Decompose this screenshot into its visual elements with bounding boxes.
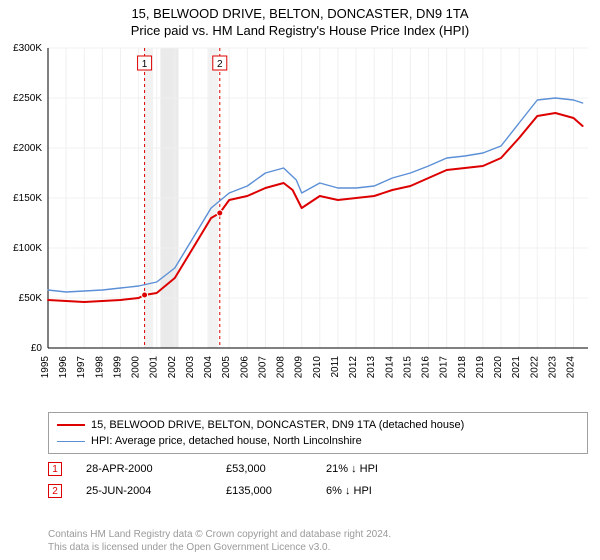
legend-label: HPI: Average price, detached house, Nort…	[91, 435, 362, 447]
legend-item: HPI: Average price, detached house, Nort…	[57, 433, 579, 449]
svg-text:£50K: £50K	[19, 293, 43, 304]
marker-price: £53,000	[226, 463, 326, 475]
marker-table: 1 28-APR-2000 £53,000 21% ↓ HPI 2 25-JUN…	[48, 458, 588, 502]
svg-text:2022: 2022	[529, 356, 540, 379]
footnote-line: Contains HM Land Registry data © Crown c…	[48, 529, 588, 542]
svg-text:2002: 2002	[167, 356, 178, 379]
marker-row: 1 28-APR-2000 £53,000 21% ↓ HPI	[48, 458, 588, 480]
legend-label: 15, BELWOOD DRIVE, BELTON, DONCASTER, DN…	[91, 419, 464, 431]
svg-text:2001: 2001	[149, 356, 160, 379]
svg-text:2011: 2011	[330, 356, 341, 378]
svg-text:2017: 2017	[439, 356, 450, 379]
svg-text:1999: 1999	[112, 356, 123, 379]
svg-text:1997: 1997	[76, 356, 87, 379]
title-line-1: 15, BELWOOD DRIVE, BELTON, DONCASTER, DN…	[0, 6, 600, 21]
svg-text:2010: 2010	[312, 356, 323, 379]
svg-text:2012: 2012	[348, 356, 359, 379]
svg-text:2: 2	[217, 59, 223, 70]
marker-date: 28-APR-2000	[86, 463, 226, 475]
svg-text:2005: 2005	[221, 356, 232, 379]
footnote-line: This data is licensed under the Open Gov…	[48, 542, 588, 555]
svg-text:2009: 2009	[294, 356, 305, 379]
marker-pct: 6% ↓ HPI	[326, 485, 446, 497]
marker-badge: 2	[48, 484, 62, 498]
svg-text:2013: 2013	[366, 356, 377, 379]
svg-text:2006: 2006	[239, 356, 250, 379]
svg-text:2018: 2018	[457, 356, 468, 379]
chart-svg: £0£50K£100K£150K£200K£250K£300K199519961…	[48, 48, 588, 378]
footnote: Contains HM Land Registry data © Crown c…	[48, 529, 588, 554]
line-chart: £0£50K£100K£150K£200K£250K£300K199519961…	[48, 48, 588, 378]
legend: 15, BELWOOD DRIVE, BELTON, DONCASTER, DN…	[48, 412, 588, 454]
marker-row: 2 25-JUN-2004 £135,000 6% ↓ HPI	[48, 480, 588, 502]
svg-text:2008: 2008	[276, 356, 287, 379]
svg-text:2003: 2003	[185, 356, 196, 379]
legend-swatch-red	[57, 424, 85, 426]
svg-text:1996: 1996	[58, 356, 69, 379]
marker-date: 25-JUN-2004	[86, 485, 226, 497]
svg-text:1995: 1995	[40, 356, 51, 379]
svg-text:2004: 2004	[203, 356, 214, 379]
legend-swatch-blue	[57, 441, 85, 442]
svg-text:£150K: £150K	[13, 193, 42, 204]
svg-text:2020: 2020	[493, 356, 504, 379]
svg-text:£100K: £100K	[13, 243, 42, 254]
svg-text:1: 1	[142, 59, 148, 70]
svg-text:2015: 2015	[402, 356, 413, 379]
svg-text:1998: 1998	[94, 356, 105, 379]
svg-text:£250K: £250K	[13, 93, 42, 104]
svg-text:£0: £0	[31, 343, 43, 354]
marker-pct: 21% ↓ HPI	[326, 463, 446, 475]
svg-text:2023: 2023	[547, 356, 558, 379]
svg-text:2000: 2000	[131, 356, 142, 379]
svg-text:2021: 2021	[511, 356, 522, 379]
legend-item: 15, BELWOOD DRIVE, BELTON, DONCASTER, DN…	[57, 417, 579, 433]
svg-text:2024: 2024	[566, 356, 577, 379]
marker-badge: 1	[48, 462, 62, 476]
svg-text:2016: 2016	[421, 356, 432, 379]
svg-text:2019: 2019	[475, 356, 486, 379]
marker-price: £135,000	[226, 485, 326, 497]
svg-text:£200K: £200K	[13, 143, 42, 154]
svg-text:2007: 2007	[257, 356, 268, 379]
svg-text:£300K: £300K	[13, 43, 42, 54]
title-line-2: Price paid vs. HM Land Registry's House …	[0, 23, 600, 38]
chart-title-block: 15, BELWOOD DRIVE, BELTON, DONCASTER, DN…	[0, 0, 600, 38]
svg-text:2014: 2014	[384, 356, 395, 379]
